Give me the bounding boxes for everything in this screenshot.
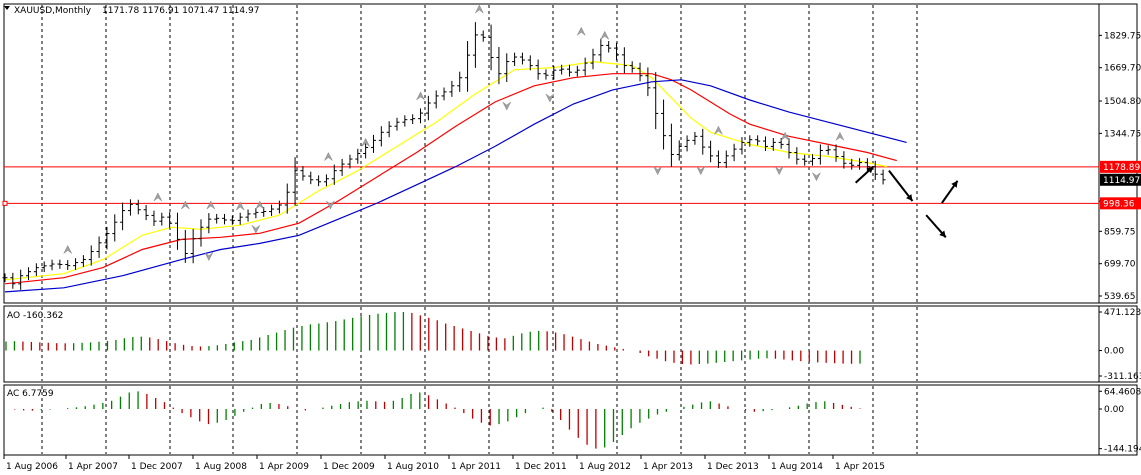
dropdown-arrow-icon[interactable] [4, 6, 10, 10]
fractal-up-icon [416, 91, 425, 101]
fractal-down-icon [326, 200, 335, 210]
fractal-up-icon [181, 200, 190, 210]
x-tick-label: 1 Apr 2015 [835, 462, 885, 472]
price-label-text: 1114.97 [1103, 176, 1140, 186]
y-tick-label: 1344.75 [1104, 129, 1141, 139]
x-tick-label: 1 Apr 2013 [643, 462, 693, 472]
fractal-up-icon [835, 131, 845, 141]
time-gridlines [41, 5, 918, 454]
chart-frames [3, 3, 1138, 456]
pane-frame-0 [3, 3, 1138, 304]
main-price-pane[interactable] [2, 4, 1100, 293]
y-tick-label: 1669.70 [1104, 64, 1141, 74]
fractal-up-icon [206, 200, 216, 210]
y-tick-label: 471.123 [1104, 308, 1141, 318]
x-tick-label: 1 Apr 2009 [259, 462, 309, 472]
x-tick-label: 1 Apr 2011 [451, 462, 501, 472]
price-label-box [1100, 160, 1141, 173]
y-tick-label: 1829.75 [1104, 31, 1141, 41]
fractal-up-icon [714, 125, 723, 135]
fractal-up-icon [324, 151, 333, 161]
fractal-down-icon [204, 252, 214, 262]
fractal-down-icon [251, 225, 261, 234]
pane-frame-2 [3, 384, 1138, 456]
y-tick-label: 64.4608 [1104, 387, 1141, 397]
x-tick-label: 1 Aug 2014 [771, 462, 823, 472]
price-hlines [2, 166, 1099, 206]
fractal-up-icon [361, 137, 370, 147]
arrow-head-icon [939, 230, 946, 238]
fractal-down-icon [502, 101, 511, 111]
x-tick-label: 1 Aug 2010 [387, 462, 439, 472]
pane-frame-1 [3, 305, 1138, 383]
price-label-box [1100, 173, 1141, 186]
y-tick-label: 859.75 [1104, 227, 1136, 237]
ac-title: AC 6.7759 [7, 389, 54, 399]
fractal-up-icon [600, 30, 609, 40]
ac-pane[interactable] [6, 391, 861, 449]
ao-title: AO -160.362 [7, 311, 63, 321]
forecast-arrows [854, 165, 959, 239]
x-tick-label: 1 Aug 2006 [6, 462, 58, 472]
y-tick-label: 0.00 [1104, 347, 1124, 357]
y-tick-label: 699.70 [1104, 260, 1136, 270]
fractal-up-icon [475, 4, 484, 14]
moving-average-line [4, 79, 907, 293]
price-bars [2, 22, 886, 290]
price-label-text: 1178.89 [1103, 163, 1140, 173]
ao-axis: 471.123 0.00 -311.163 [1099, 308, 1141, 382]
forecast-arrow [888, 170, 914, 202]
ao-pane[interactable] [5, 312, 861, 365]
fractal-up-icon [235, 201, 245, 211]
y-tick-label: 0.00 [1104, 405, 1124, 415]
fractal-up-icon [153, 192, 163, 202]
price-labels: 1178.89 1114.97 998.36 [1100, 160, 1141, 210]
x-tick-label: 1 Aug 2012 [579, 462, 631, 472]
fractal-up-icon [780, 131, 790, 141]
arrow-head-icon [866, 166, 874, 174]
y-tick-label: -144.1946 [1104, 445, 1141, 455]
x-tick-label: 1 Aug 2008 [195, 462, 247, 472]
x-tick-label: 1 Dec 2007 [131, 462, 183, 472]
y-tick-label: -311.163 [1104, 372, 1141, 382]
x-tick-label: 1 Dec 2009 [323, 462, 375, 472]
fractal-up-icon [63, 244, 72, 254]
moving-averages [4, 60, 907, 293]
arrow-head-icon [951, 180, 958, 188]
x-tick-label: 1 Apr 2007 [68, 462, 118, 472]
y-tick-label: 1504.80 [1104, 97, 1141, 107]
fractal-up-icon [577, 26, 586, 36]
fractal-down-icon [696, 166, 706, 176]
fractal-markers [63, 4, 845, 262]
fractal-down-icon [812, 172, 821, 182]
symbol-legend: XAUUSD,Monthly 1171.78 1176.91 1071.47 1… [4, 6, 259, 16]
fractal-down-icon [545, 93, 555, 103]
x-tick-label: 1 Dec 2011 [515, 462, 567, 472]
arrow-head-icon [906, 194, 913, 201]
price-label-text: 998.36 [1103, 199, 1135, 209]
ac-axis: 64.4608 0.00 -144.1946 [1099, 387, 1141, 455]
moving-average-line [4, 73, 897, 285]
time-axis: 1 Aug 2006 1 Apr 2007 1 Dec 2007 1 Aug 2008… [3, 455, 885, 472]
fractal-down-icon [774, 166, 784, 176]
y-tick-label: 539.65 [1104, 292, 1136, 302]
symbol-title: XAUUSD,Monthly [14, 6, 92, 16]
price-label-box [1100, 197, 1141, 210]
fractal-down-icon [653, 166, 662, 176]
fractal-up-icon [255, 200, 265, 210]
x-tick-label: 1 Dec 2013 [707, 462, 759, 472]
ohlc-values: 1171.78 1176.91 1071.47 1114.97 [102, 6, 259, 16]
line-handle-icon [2, 200, 8, 206]
